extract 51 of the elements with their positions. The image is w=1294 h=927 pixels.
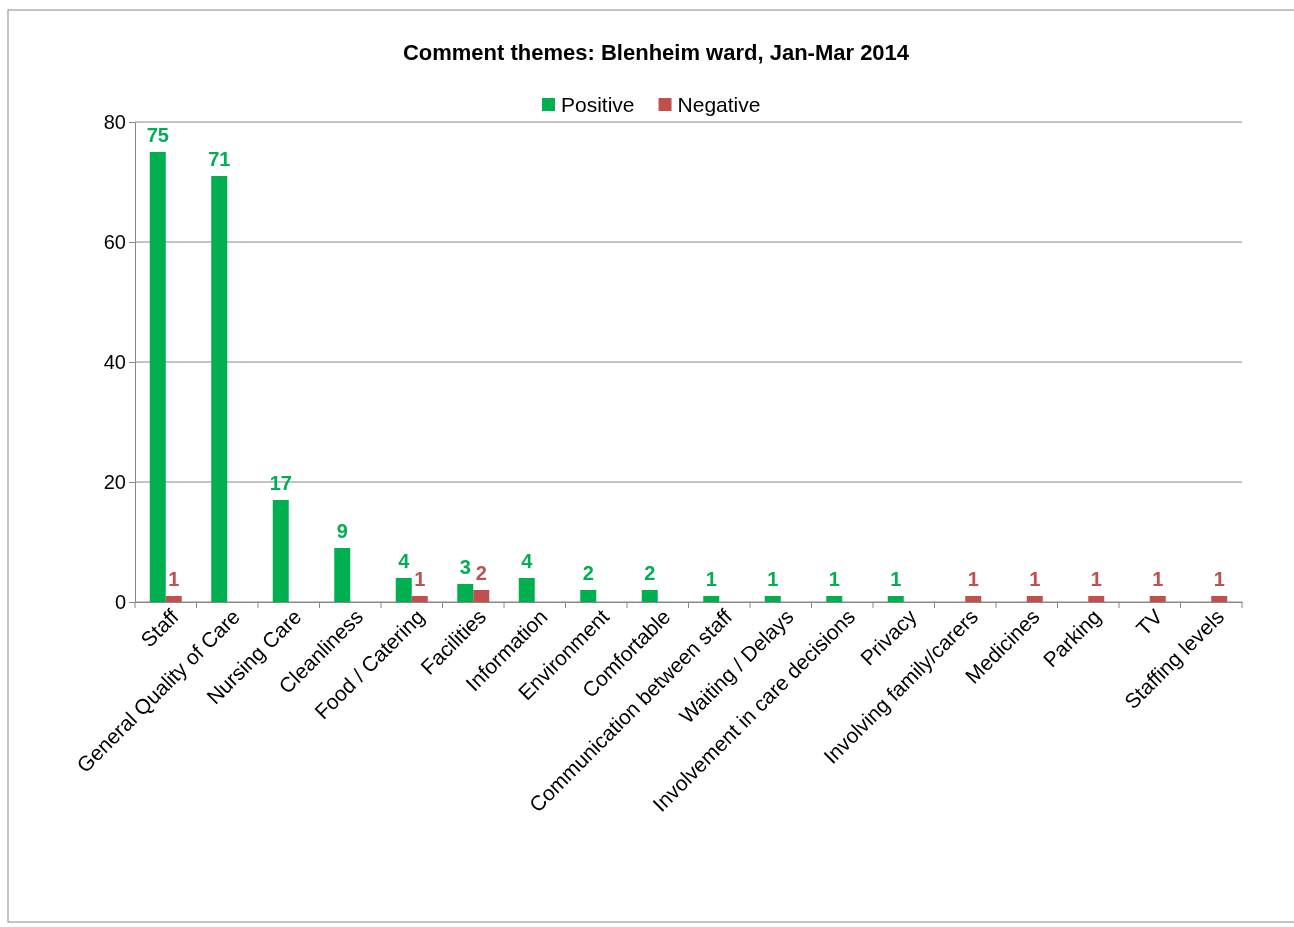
data-label: 1 [705, 568, 717, 590]
bar [395, 578, 412, 602]
bar [211, 176, 228, 602]
bar [1088, 596, 1105, 602]
bar [149, 152, 166, 602]
y-tick-label: 0 [114, 590, 126, 613]
y-tick-label: 80 [103, 110, 126, 133]
bar [457, 584, 474, 602]
data-label: 2 [475, 562, 487, 584]
data-label: 1 [967, 568, 979, 590]
bar [1149, 596, 1166, 602]
data-label: 17 [269, 472, 292, 494]
data-label: 9 [336, 520, 348, 542]
data-label: 2 [644, 562, 656, 584]
bar [703, 596, 720, 602]
bar [411, 596, 428, 602]
bar [1211, 596, 1228, 602]
data-label: 4 [521, 550, 534, 572]
data-label: 1 [1090, 568, 1102, 590]
bar [165, 596, 182, 602]
bar [334, 548, 351, 602]
y-tick-label: 60 [103, 230, 126, 253]
data-label: 75 [146, 124, 169, 146]
bar [641, 590, 658, 602]
bar [764, 596, 781, 602]
y-tick-label: 20 [103, 470, 126, 493]
chart-title: Comment themes: Blenheim ward, Jan-Mar 2014 [402, 40, 910, 65]
data-label: 2 [582, 562, 594, 584]
data-label: 71 [208, 148, 231, 170]
bar [518, 578, 535, 602]
x-tick-label: TV [1131, 604, 1167, 640]
legend-label: Negative [677, 93, 761, 116]
y-tick-label: 40 [103, 350, 126, 373]
data-label: 1 [414, 568, 426, 590]
data-label: 1 [1029, 568, 1041, 590]
bar [473, 590, 490, 602]
data-label: 1 [890, 568, 902, 590]
data-label: 1 [1152, 568, 1164, 590]
data-label: 3 [459, 556, 471, 578]
bar [887, 596, 904, 602]
data-label: 1 [168, 568, 180, 590]
bar [826, 596, 843, 602]
bar [580, 590, 597, 602]
data-label: 1 [1213, 568, 1225, 590]
data-label: 1 [767, 568, 779, 590]
data-label: 4 [398, 550, 411, 572]
legend-label: Positive [561, 93, 635, 116]
bar [1026, 596, 1043, 602]
data-label: 1 [828, 568, 840, 590]
bar [965, 596, 982, 602]
bar [272, 500, 289, 602]
